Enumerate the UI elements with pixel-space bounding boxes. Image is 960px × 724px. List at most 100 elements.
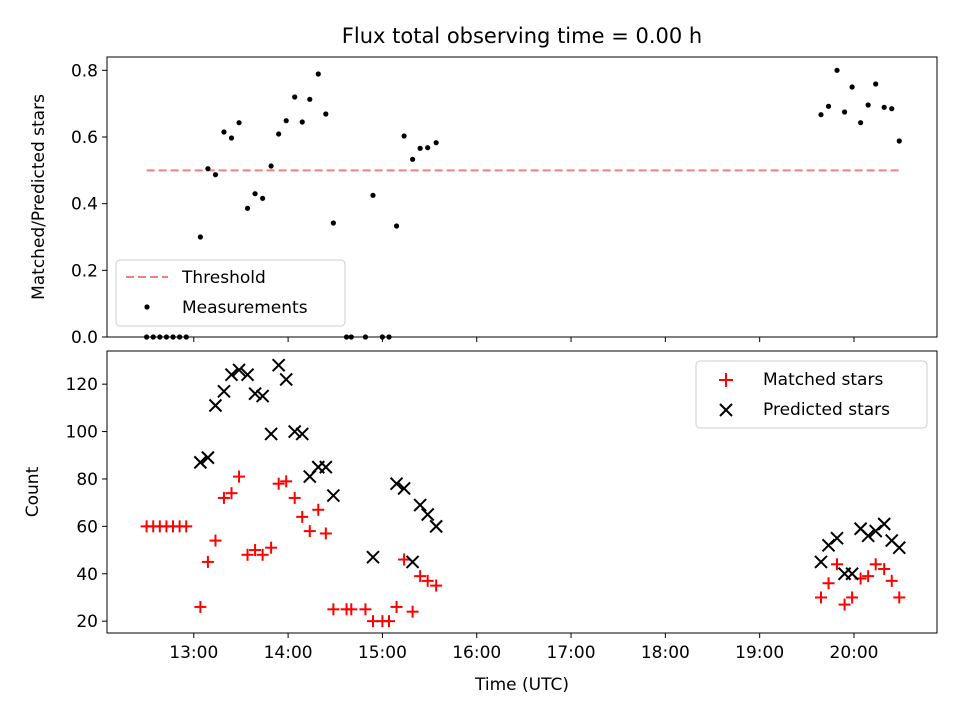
count-panel: 20 40 60 80 100 120 13:00 14:00 15:00 16:00 17:00…	[23, 350, 938, 695]
measurement-point	[323, 111, 329, 117]
predicted-stars-point	[877, 517, 891, 531]
matched-stars-point	[814, 591, 827, 604]
measurement-point	[343, 334, 350, 340]
measurement-point	[197, 234, 203, 240]
measurement-point	[283, 118, 289, 124]
predicted-stars-point	[405, 555, 420, 569]
measurement-point	[163, 334, 170, 340]
matched-stars-point	[217, 491, 230, 504]
predicted-stars-point	[240, 367, 255, 382]
count-x-tick-label: 14:00	[264, 643, 313, 663]
matched-stars-point	[272, 477, 285, 490]
matched-stars-point	[327, 603, 340, 616]
count-y-axis-label: Count	[23, 466, 43, 517]
ratio-x-ticks	[193, 337, 855, 342]
measurement-point	[818, 112, 824, 118]
matched-stars-point	[406, 605, 419, 618]
matched-stars-point	[288, 491, 301, 504]
count-x-axis-label: Time (UTC)	[474, 675, 569, 695]
ratio-y-axis: 0.0 0.2 0.4 0.6 0.8	[71, 61, 107, 348]
measurement-point	[228, 135, 235, 141]
count-x-tick-label: 20:00	[830, 643, 879, 663]
measurement-point	[315, 71, 321, 77]
ratio-y-axis-label: Matched/Predicted stars	[29, 94, 49, 300]
predicted-stars-point	[413, 498, 427, 512]
measurements-legend-label: Measurements	[182, 298, 308, 318]
measurement-point	[276, 131, 282, 137]
chart-title: Flux total observing time = 0.00 h	[342, 24, 702, 48]
matched-stars-point	[398, 553, 411, 566]
measurement-point	[362, 334, 369, 340]
matched-legend-swatch	[719, 373, 733, 387]
count-y-axis: 20 40 60 80 100 120	[66, 375, 107, 632]
matched-stars-point	[414, 570, 427, 583]
predicted-stars-point	[845, 567, 859, 581]
ratio-y-tick-label: 0.2	[71, 261, 98, 281]
matched-stars-point	[383, 615, 396, 628]
matched-stars-point	[869, 558, 882, 571]
measurement-point	[330, 220, 336, 226]
measurement-point	[393, 223, 400, 229]
matched-stars-point	[878, 563, 891, 576]
predicted-stars-point	[201, 450, 215, 465]
matched-stars-point	[319, 527, 332, 540]
predicted-stars-point	[271, 358, 286, 372]
predicted-legend-label: Predicted stars	[763, 400, 890, 420]
matched-stars-point	[831, 558, 844, 571]
matched-stars-point	[180, 520, 193, 533]
predicted-stars-point	[255, 389, 270, 403]
threshold-legend-label: Threshold	[181, 268, 266, 288]
matched-stars-point	[249, 544, 262, 557]
measurement-point	[889, 106, 895, 112]
matched-stars-point	[885, 574, 898, 587]
predicted-legend-swatch	[719, 403, 733, 417]
measurement-point	[379, 334, 386, 340]
measurement-point	[865, 102, 871, 108]
measurement-point	[849, 84, 855, 90]
predicted-stars-point	[287, 424, 302, 439]
matched-stars-point	[359, 603, 372, 616]
measurements-legend-swatch	[144, 304, 150, 310]
measurement-point	[150, 334, 156, 340]
predicted-stars-point	[208, 398, 223, 413]
matched-stars-point	[256, 548, 269, 561]
matched-stars-point	[421, 574, 434, 587]
measurement-point	[157, 334, 163, 340]
predicted-stars-point	[814, 555, 828, 569]
predicted-stars-point	[319, 460, 333, 474]
ratio-y-tick-label: 0.8	[71, 61, 98, 81]
count-y-tick-label: 80	[76, 470, 98, 490]
predicted-stars-point	[279, 372, 293, 387]
matched-stars-point	[822, 577, 835, 590]
matched-stars-point	[390, 600, 403, 613]
matched-stars-point	[194, 600, 207, 613]
predicted-stars-point	[193, 455, 208, 470]
predicted-stars-point	[389, 476, 404, 491]
ratio-panel-frame	[106, 56, 938, 338]
ratio-legend: Threshold Measurements	[115, 259, 346, 327]
ratio-legend-box	[115, 259, 346, 327]
predicted-stars-point	[326, 488, 341, 503]
measurement-point	[268, 163, 274, 169]
measurement-point	[205, 166, 211, 172]
measurement-point	[417, 145, 423, 151]
measurement-point	[825, 103, 832, 109]
matched-stars-point	[846, 591, 859, 604]
measurement-point	[236, 120, 242, 126]
predicted-stars-point	[420, 507, 435, 522]
measurement-point	[386, 334, 392, 340]
predicted-stars-point	[232, 363, 246, 377]
measurement-point	[858, 120, 864, 126]
matched-stars-point	[312, 503, 325, 516]
measurement-point	[370, 192, 376, 198]
matched-stars-point	[345, 603, 358, 616]
ratio-y-tick-label: 0.6	[71, 128, 98, 148]
measurement-point	[841, 109, 848, 115]
count-y-tick-label: 120	[66, 375, 98, 395]
measurement-point	[401, 133, 407, 139]
measurement-point	[307, 96, 313, 102]
count-legend: Matched stars Predicted stars	[695, 360, 928, 429]
measurement-point	[409, 156, 416, 162]
matched-stars-point	[296, 510, 309, 523]
